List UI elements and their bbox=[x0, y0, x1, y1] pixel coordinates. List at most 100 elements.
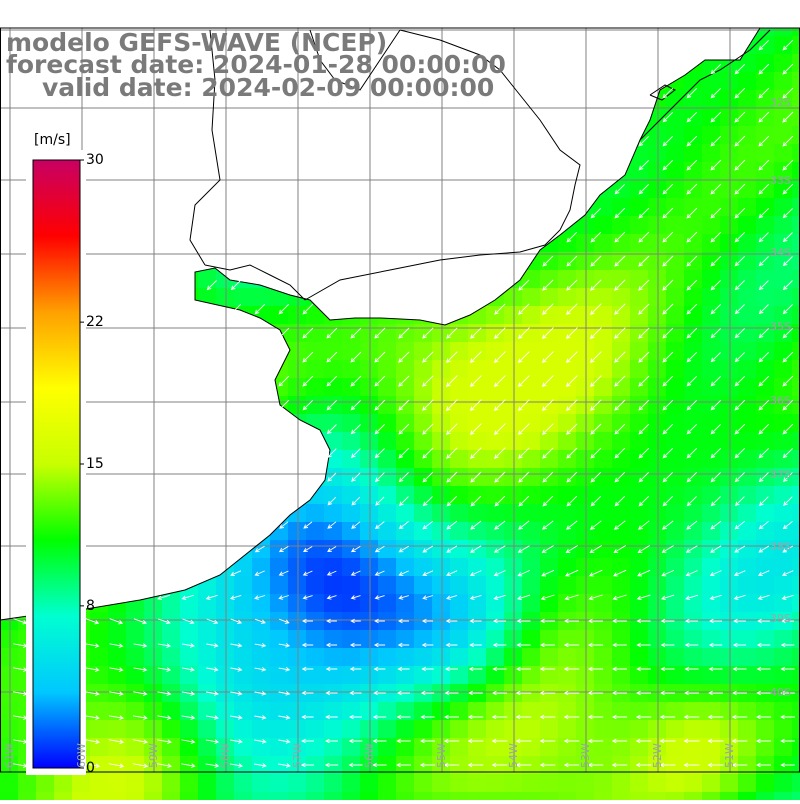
wind-arrow bbox=[614, 495, 626, 507]
field-cell bbox=[738, 540, 757, 559]
field-cell bbox=[396, 324, 415, 343]
field-cell bbox=[756, 738, 775, 757]
wind-arrow bbox=[758, 135, 770, 147]
field-cell bbox=[162, 774, 181, 793]
field-cell bbox=[432, 432, 451, 451]
field-cell bbox=[468, 396, 487, 415]
field-cell bbox=[450, 738, 469, 757]
field-cell bbox=[324, 378, 343, 397]
field-cell bbox=[612, 774, 631, 793]
field-cell bbox=[648, 306, 667, 325]
wind-arrow bbox=[398, 472, 409, 483]
field-cell bbox=[756, 774, 775, 793]
field-cell bbox=[738, 576, 757, 595]
field-cell bbox=[270, 558, 289, 577]
field-cell bbox=[414, 666, 433, 685]
field-cell bbox=[450, 486, 469, 505]
wind-arrow bbox=[467, 738, 484, 744]
field-cell bbox=[360, 360, 379, 379]
wind-arrow bbox=[565, 351, 578, 364]
field-cell bbox=[720, 684, 739, 703]
field-cell bbox=[576, 738, 595, 757]
wind-arrow bbox=[710, 399, 722, 411]
wind-arrow bbox=[539, 714, 556, 720]
field-cell bbox=[792, 288, 800, 307]
field-cell bbox=[144, 720, 163, 739]
field-cell bbox=[288, 648, 307, 667]
field-cell bbox=[144, 630, 163, 649]
wind-arrow bbox=[614, 183, 626, 195]
wind-arrow bbox=[230, 570, 242, 577]
field-cell bbox=[576, 666, 595, 685]
field-cell bbox=[630, 558, 649, 577]
field-cell bbox=[540, 630, 559, 649]
field-cell bbox=[666, 144, 685, 163]
field-cell bbox=[702, 594, 721, 613]
field-cell bbox=[738, 486, 757, 505]
wind-arrow bbox=[494, 495, 506, 507]
field-cell bbox=[216, 738, 235, 757]
field-cell bbox=[666, 198, 685, 217]
colorbar bbox=[26, 150, 86, 775]
field-cell bbox=[648, 180, 667, 199]
wind-arrow bbox=[662, 375, 674, 387]
coastline-segment bbox=[189, 29, 221, 266]
wind-arrow bbox=[278, 546, 289, 553]
field-cell bbox=[432, 396, 451, 415]
field-cell bbox=[396, 468, 415, 487]
wind-arrow bbox=[662, 255, 674, 267]
field-cell bbox=[702, 522, 721, 541]
wind-arrow bbox=[206, 643, 219, 648]
field-cell bbox=[432, 612, 451, 631]
wind-arrow bbox=[758, 545, 770, 553]
land-polygon bbox=[0, 0, 800, 620]
wind-arrow bbox=[590, 495, 602, 507]
wind-arrow bbox=[373, 666, 386, 672]
wind-arrow bbox=[662, 351, 674, 363]
field-cell bbox=[792, 504, 800, 523]
wind-arrow bbox=[710, 231, 722, 243]
field-cell bbox=[378, 792, 397, 804]
wind-arrow bbox=[374, 618, 385, 624]
field-cell bbox=[288, 576, 307, 595]
wind-arrow bbox=[710, 207, 722, 219]
wind-arrow bbox=[494, 327, 506, 339]
field-cell bbox=[792, 684, 800, 703]
wind-arrow bbox=[254, 667, 267, 672]
field-cell bbox=[468, 324, 487, 343]
field-cell bbox=[720, 504, 739, 523]
field-cell bbox=[612, 738, 631, 757]
field-cell bbox=[774, 378, 793, 397]
field-cell bbox=[684, 162, 703, 181]
wind-arrow bbox=[756, 714, 771, 720]
field-cell bbox=[270, 576, 289, 595]
field-cell bbox=[738, 414, 757, 433]
field-cell bbox=[504, 774, 523, 793]
wind-arrow bbox=[782, 87, 794, 99]
wind-arrow bbox=[373, 642, 386, 648]
field-cell bbox=[576, 486, 595, 505]
field-cell bbox=[630, 648, 649, 667]
field-cell bbox=[288, 702, 307, 721]
field-cell bbox=[306, 612, 325, 631]
wind-arrow bbox=[542, 423, 554, 435]
field-cell bbox=[720, 432, 739, 451]
wind-arrow bbox=[398, 545, 409, 553]
wind-arrow bbox=[611, 738, 628, 744]
field-cell bbox=[648, 360, 667, 379]
field-cell bbox=[558, 396, 577, 415]
field-cell bbox=[720, 468, 739, 487]
field-cell bbox=[594, 630, 613, 649]
field-cell bbox=[144, 684, 163, 703]
field-cell bbox=[414, 738, 433, 757]
field-cell bbox=[540, 720, 559, 739]
field-cell bbox=[324, 504, 343, 523]
wind-arrow bbox=[420, 738, 435, 744]
field-cell bbox=[666, 126, 685, 145]
wind-arrow bbox=[564, 569, 579, 577]
wind-arrow bbox=[782, 111, 794, 123]
field-cell bbox=[576, 378, 595, 397]
field-cell bbox=[612, 432, 631, 451]
field-cell bbox=[162, 756, 181, 775]
longitude-label: 55W bbox=[435, 743, 448, 768]
